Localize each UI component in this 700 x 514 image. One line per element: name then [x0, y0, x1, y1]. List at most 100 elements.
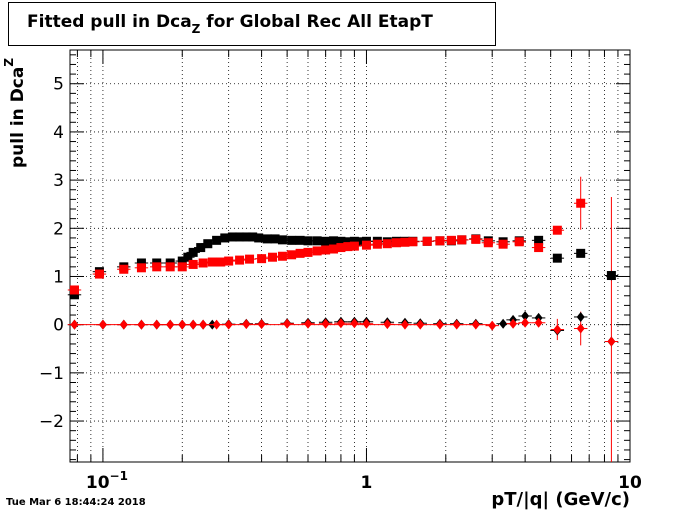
- title-main: Fitted pull in Dca: [27, 12, 192, 32]
- y-tick-label: 2: [53, 219, 64, 239]
- square-marker: [207, 257, 217, 267]
- square-marker: [329, 236, 339, 246]
- square-marker: [119, 264, 129, 274]
- square-marker: [245, 254, 255, 264]
- x-tick-label: 10: [618, 473, 642, 493]
- square-marker: [372, 239, 382, 249]
- square-marker: [303, 247, 313, 257]
- square-marker: [188, 259, 198, 269]
- data-markers: [67, 198, 619, 347]
- title-box: Fitted pull in DcaZ for Global Rec All E…: [8, 2, 496, 46]
- diamond-marker: [283, 318, 292, 329]
- y-axis-label: pull in DcaZ: [2, 58, 28, 168]
- square-marker: [183, 252, 193, 262]
- square-marker: [94, 269, 104, 279]
- square-marker: [198, 258, 208, 268]
- y-tick-label: 0: [53, 316, 64, 336]
- square-marker: [136, 258, 146, 268]
- square-marker: [224, 256, 234, 266]
- square-marker: [267, 252, 277, 262]
- square-marker: [196, 243, 206, 253]
- square-marker: [534, 243, 544, 253]
- diamond-marker: [336, 318, 345, 329]
- square-marker: [471, 234, 481, 244]
- square-marker: [235, 255, 245, 265]
- diamond-marker: [509, 318, 518, 329]
- x-axis-label: pT/|q| (GeV/c): [491, 489, 630, 510]
- square-marker: [576, 198, 586, 208]
- title-tail: for Global Rec All EtapT: [200, 12, 433, 32]
- diamond-marker: [303, 318, 312, 329]
- y-tick-label: 1: [53, 267, 64, 287]
- square-marker: [277, 251, 287, 261]
- diamond-marker: [553, 324, 562, 335]
- square-marker: [203, 239, 213, 249]
- square-marker: [457, 235, 467, 245]
- x-tick-label: 1: [361, 473, 373, 493]
- x-tick-label: 10−1: [86, 469, 128, 493]
- diamond-marker: [499, 318, 508, 329]
- square-marker: [287, 235, 297, 245]
- square-marker: [220, 233, 230, 243]
- square-marker: [69, 285, 79, 295]
- square-marker: [552, 225, 562, 235]
- y-tick-label: 4: [53, 123, 64, 143]
- square-marker: [312, 246, 322, 256]
- square-marker: [349, 241, 359, 251]
- square-marker: [270, 234, 280, 244]
- diamond-marker: [576, 311, 585, 322]
- square-marker: [498, 239, 508, 249]
- square-marker: [435, 236, 445, 246]
- tick-marks: [70, 50, 631, 462]
- square-marker: [177, 262, 187, 272]
- square-marker: [552, 253, 562, 263]
- y-label-subscript: Z: [2, 57, 16, 67]
- square-marker: [277, 235, 287, 245]
- square-marker: [576, 248, 586, 258]
- square-marker: [188, 247, 198, 257]
- square-marker: [361, 240, 371, 250]
- diamond-marker: [321, 318, 330, 329]
- y-tick-label: −2: [39, 412, 64, 432]
- square-marker: [287, 250, 297, 260]
- timestamp: Tue Mar 6 18:44:24 2018: [6, 497, 146, 508]
- square-marker: [235, 232, 245, 242]
- diamond-marker: [488, 320, 497, 331]
- square-marker: [257, 254, 267, 264]
- square-marker: [177, 256, 187, 266]
- square-marker: [212, 235, 222, 245]
- square-marker: [248, 232, 258, 242]
- square-marker: [606, 271, 616, 281]
- square-marker: [69, 290, 79, 300]
- axes: [69, 49, 631, 463]
- y-tick-label: 3: [53, 171, 64, 191]
- diamond-marker: [350, 318, 359, 329]
- square-marker: [446, 235, 456, 245]
- y-label-main: pull in Dca: [8, 66, 28, 168]
- square-marker: [483, 238, 493, 248]
- y-tick-label: 5: [53, 75, 64, 95]
- square-marker: [216, 257, 226, 267]
- square-marker: [391, 238, 401, 248]
- tick-labels: −2 −1 0 1 2 3 4 5 10−1 1 10: [39, 75, 642, 493]
- square-marker: [422, 236, 432, 246]
- square-marker: [152, 262, 162, 272]
- grid-lines: [70, 50, 631, 462]
- diamond-marker: [576, 323, 585, 334]
- diamond-marker: [521, 317, 530, 328]
- square-marker: [262, 234, 272, 244]
- square-marker: [227, 232, 237, 242]
- square-marker: [303, 236, 313, 246]
- square-marker: [408, 237, 418, 247]
- square-marker: [295, 248, 305, 258]
- square-marker: [336, 243, 346, 253]
- chart-title: Fitted pull in DcaZ for Global Rec All E…: [27, 12, 433, 36]
- square-marker: [321, 245, 331, 255]
- square-marker: [336, 236, 346, 246]
- diamond-marker: [607, 336, 616, 347]
- diamond-marker: [521, 310, 530, 321]
- square-marker: [400, 237, 410, 247]
- square-marker: [514, 237, 524, 247]
- square-marker: [295, 235, 305, 245]
